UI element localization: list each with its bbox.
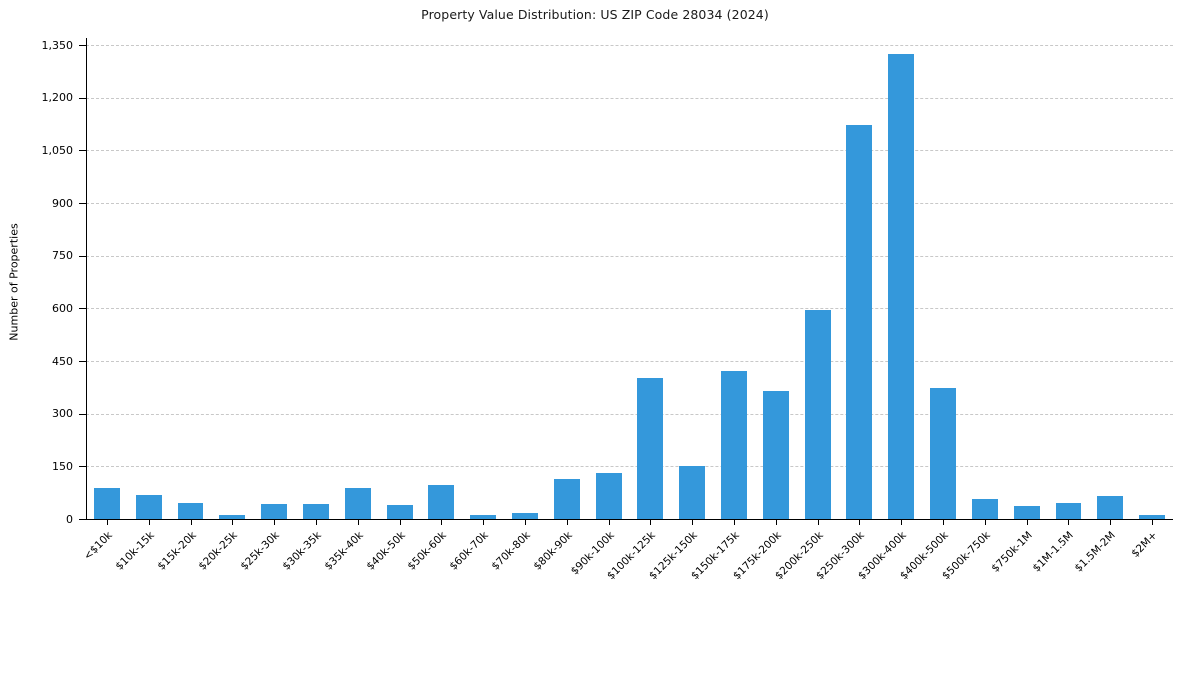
bar[interactable] bbox=[595, 473, 622, 519]
bar[interactable] bbox=[93, 488, 120, 519]
bar[interactable] bbox=[721, 370, 747, 519]
bar[interactable] bbox=[219, 515, 246, 519]
x-tick-mark bbox=[483, 519, 485, 525]
bar[interactable] bbox=[888, 53, 915, 519]
x-tick-mark bbox=[441, 519, 443, 525]
bar[interactable] bbox=[553, 478, 580, 519]
y-tick-mark bbox=[79, 466, 86, 468]
y-tick-mark bbox=[79, 45, 86, 46]
y-tick-mark bbox=[79, 150, 86, 152]
x-tick-mark bbox=[608, 519, 610, 525]
bar[interactable] bbox=[302, 503, 329, 519]
x-tick-mark bbox=[901, 519, 903, 525]
bar[interactable] bbox=[930, 387, 956, 519]
y-tick-label: 1,050 bbox=[41, 143, 74, 157]
y-tick-mark bbox=[79, 97, 86, 99]
bar[interactable] bbox=[428, 484, 455, 519]
bar[interactable] bbox=[679, 466, 706, 519]
x-tick-mark bbox=[817, 519, 819, 525]
x-tick-mark bbox=[1026, 519, 1028, 525]
bar[interactable] bbox=[804, 310, 831, 519]
gridline bbox=[86, 466, 1173, 468]
y-tick-mark bbox=[79, 203, 86, 204]
y-tick-label: 0 bbox=[66, 512, 73, 526]
x-tick-mark bbox=[399, 519, 401, 525]
bar[interactable] bbox=[971, 498, 998, 519]
x-tick-mark bbox=[106, 519, 108, 525]
y-tick-mark bbox=[79, 308, 86, 310]
x-tick-mark bbox=[1110, 519, 1112, 525]
x-tick-mark bbox=[1152, 519, 1154, 525]
bar[interactable] bbox=[344, 488, 371, 519]
y-tick-label: 1,200 bbox=[41, 91, 74, 105]
gridline bbox=[86, 203, 1173, 204]
y-tick-label: 750 bbox=[52, 249, 73, 263]
x-tick-mark bbox=[859, 519, 861, 525]
gridline bbox=[86, 413, 1173, 415]
gridline bbox=[86, 97, 1173, 99]
y-axis-title: Number of Properties bbox=[7, 223, 21, 341]
bar[interactable] bbox=[762, 391, 789, 519]
plot-area bbox=[86, 45, 1173, 519]
bar[interactable] bbox=[1013, 506, 1040, 519]
property-value-distribution-chart: Property Value Distribution: US ZIP Code… bbox=[7, 7, 1173, 582]
y-tick-label: 300 bbox=[52, 407, 73, 421]
y-tick-label: 1,350 bbox=[41, 38, 74, 52]
gridline bbox=[86, 45, 1173, 46]
bar[interactable] bbox=[386, 504, 413, 519]
bar[interactable] bbox=[1097, 496, 1124, 519]
x-axis-line bbox=[86, 519, 1173, 520]
x-tick-mark bbox=[190, 519, 192, 525]
x-tick-mark bbox=[650, 519, 652, 525]
gridline bbox=[86, 150, 1173, 152]
gridline bbox=[86, 361, 1173, 362]
y-tick-mark bbox=[79, 519, 86, 520]
x-tick-mark bbox=[775, 519, 777, 525]
x-tick-mark bbox=[315, 519, 317, 525]
y-tick-mark bbox=[79, 361, 86, 362]
bar[interactable] bbox=[177, 503, 204, 519]
x-tick-mark bbox=[692, 519, 694, 525]
x-tick-mark bbox=[1068, 519, 1070, 525]
y-tick-label: 900 bbox=[52, 196, 73, 210]
chart-title: Property Value Distribution: US ZIP Code… bbox=[421, 7, 769, 22]
x-tick-mark bbox=[357, 519, 359, 525]
x-tick-mark bbox=[566, 519, 568, 525]
x-tick-mark bbox=[734, 519, 736, 525]
bar[interactable] bbox=[1055, 503, 1082, 519]
bar[interactable] bbox=[261, 504, 288, 519]
y-tick-mark bbox=[79, 413, 86, 415]
x-tick-mark bbox=[524, 519, 526, 525]
bar[interactable] bbox=[1139, 514, 1166, 519]
x-tick-mark bbox=[984, 519, 986, 525]
gridline bbox=[86, 255, 1173, 257]
y-axis-line bbox=[86, 38, 87, 520]
y-tick-label: 450 bbox=[52, 354, 73, 368]
x-tick-mark bbox=[232, 519, 234, 525]
y-tick-label: 150 bbox=[52, 459, 73, 473]
bar[interactable] bbox=[470, 514, 497, 519]
bar[interactable] bbox=[637, 377, 664, 519]
bar[interactable] bbox=[846, 125, 873, 519]
bar[interactable] bbox=[135, 495, 162, 519]
y-tick-mark bbox=[79, 255, 86, 257]
x-tick-mark bbox=[943, 519, 945, 525]
bar[interactable] bbox=[512, 512, 538, 519]
y-tick-label: 600 bbox=[52, 301, 73, 315]
x-tick-mark bbox=[274, 519, 276, 525]
x-tick-mark bbox=[148, 519, 150, 525]
gridline bbox=[86, 308, 1173, 310]
x-tick-label: <$10k bbox=[81, 529, 115, 563]
